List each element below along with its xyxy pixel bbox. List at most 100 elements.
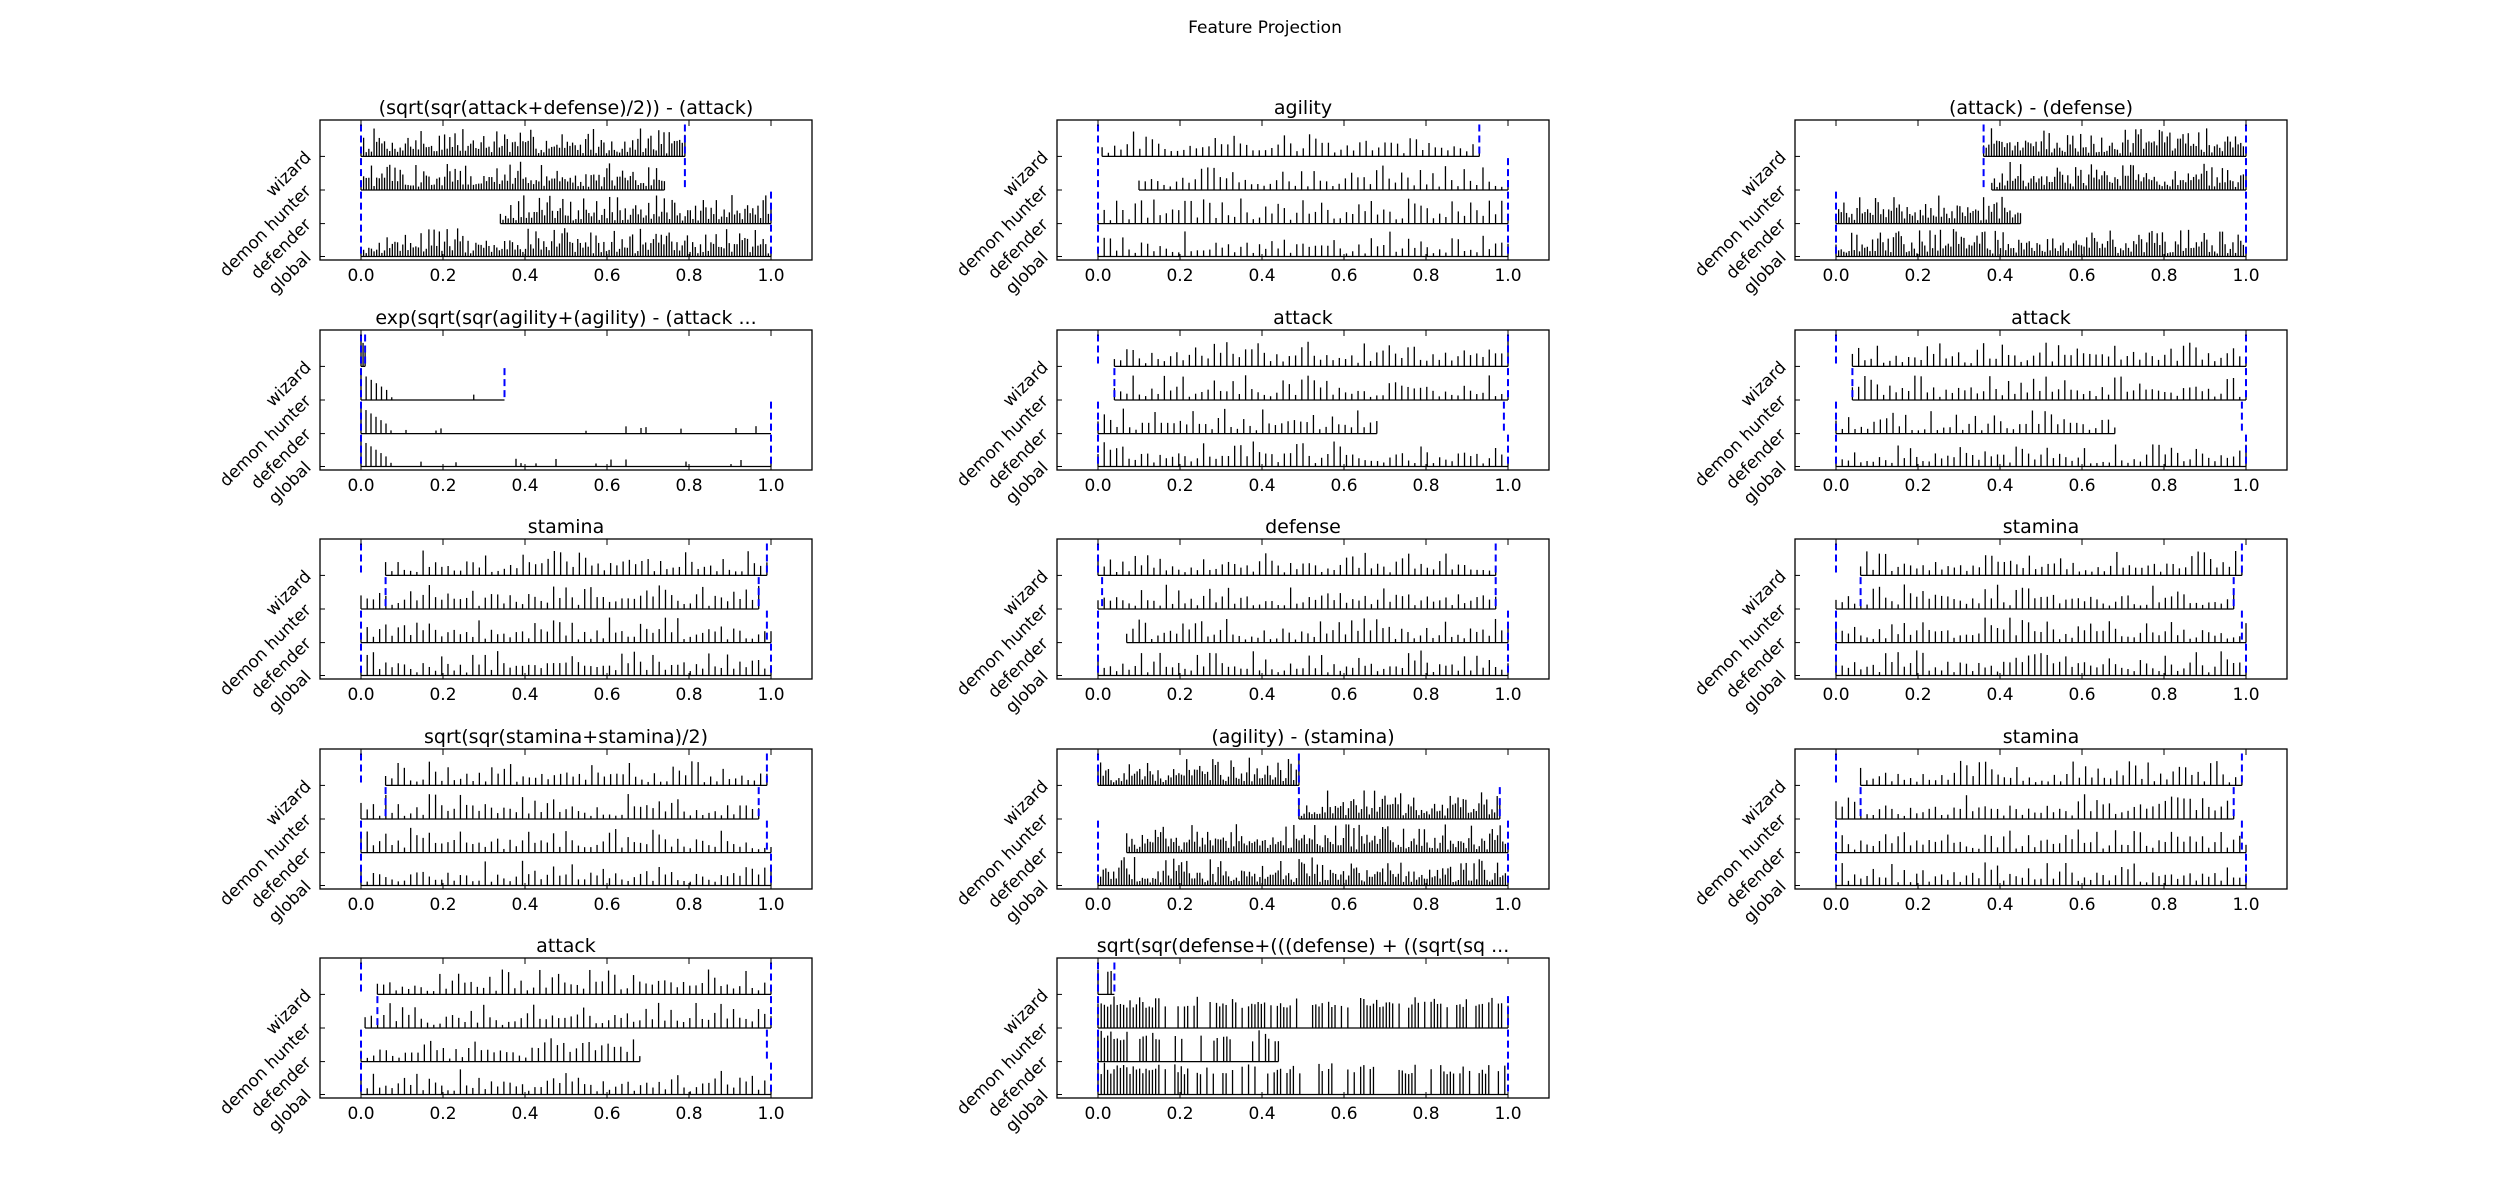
x-tick-label: 0.2 <box>1904 266 1931 286</box>
x-tick-label: 1.0 <box>1494 1104 1521 1124</box>
x-tick-label: 0.0 <box>347 895 374 915</box>
chart-title: exp(sqrt(sqr(agility+(agility) - (attack… <box>375 307 756 329</box>
x-tick-label: 0.4 <box>1248 895 1275 915</box>
x-tick-label: 1.0 <box>2232 685 2259 705</box>
x-tick-label: 0.8 <box>675 266 702 286</box>
x-tick-label: 0.0 <box>1084 476 1111 496</box>
x-tick-label: 0.0 <box>347 1104 374 1124</box>
x-tick-label: 0.2 <box>429 685 456 705</box>
x-tick-label: 0.6 <box>593 1104 620 1124</box>
x-tick-label: 0.4 <box>511 895 538 915</box>
chart-title: attack <box>2011 307 2071 329</box>
x-tick-label: 0.6 <box>1330 685 1357 705</box>
x-tick-label: 1.0 <box>757 685 784 705</box>
x-tick-label: 1.0 <box>1494 266 1521 286</box>
x-tick-label: 0.0 <box>1822 266 1849 286</box>
x-tick-label: 0.0 <box>1822 685 1849 705</box>
x-tick-label: 0.8 <box>2150 476 2177 496</box>
x-tick-label: 0.0 <box>347 685 374 705</box>
x-tick-label: 0.6 <box>1330 895 1357 915</box>
chart-title: (attack) - (defense) <box>1949 97 2133 119</box>
x-tick-label: 0.2 <box>1166 685 1193 705</box>
x-tick-label: 0.2 <box>429 895 456 915</box>
chart-title: attack <box>1273 307 1333 329</box>
chart-title: (agility) - (stamina) <box>1211 726 1394 748</box>
x-tick-label: 0.4 <box>1986 266 2013 286</box>
x-tick-label: 0.6 <box>593 895 620 915</box>
x-tick-label: 0.4 <box>511 266 538 286</box>
x-tick-label: 1.0 <box>2232 476 2259 496</box>
x-tick-label: 0.2 <box>1166 1104 1193 1124</box>
x-tick-label: 0.2 <box>429 1104 456 1124</box>
x-tick-label: 0.4 <box>1248 685 1275 705</box>
x-tick-label: 0.4 <box>1248 266 1275 286</box>
x-tick-label: 0.4 <box>511 476 538 496</box>
x-tick-label: 0.0 <box>1084 895 1111 915</box>
x-tick-label: 0.8 <box>1412 1104 1439 1124</box>
x-tick-label: 0.6 <box>593 266 620 286</box>
chart-title: stamina <box>528 516 604 538</box>
chart-panel: exp(sqrt(sqr(agility+(agility) - (attack… <box>216 307 813 509</box>
chart-title: sqrt(sqr(stamina+stamina)/2) <box>424 726 708 748</box>
x-tick-label: 0.6 <box>593 476 620 496</box>
chart-title: stamina <box>2003 726 2079 748</box>
x-tick-label: 1.0 <box>757 895 784 915</box>
x-tick-label: 0.4 <box>1986 895 2013 915</box>
x-tick-label: 0.6 <box>1330 266 1357 286</box>
x-tick-label: 0.2 <box>429 476 456 496</box>
x-tick-label: 0.6 <box>2068 266 2095 286</box>
x-tick-label: 1.0 <box>2232 266 2259 286</box>
chart-panel: (sqrt(sqr(attack+defense)/2)) - (attack)… <box>216 97 813 299</box>
chart-title: agility <box>1274 97 1332 119</box>
x-tick-label: 0.8 <box>675 476 702 496</box>
x-tick-label: 0.6 <box>1330 1104 1357 1124</box>
x-tick-label: 0.0 <box>1084 685 1111 705</box>
x-tick-label: 0.4 <box>1986 685 2013 705</box>
x-tick-label: 0.8 <box>2150 895 2177 915</box>
x-tick-label: 0.4 <box>1248 1104 1275 1124</box>
chart-title: attack <box>536 935 596 957</box>
x-tick-label: 1.0 <box>1494 895 1521 915</box>
x-tick-label: 0.8 <box>2150 685 2177 705</box>
chart-panel: sqrt(sqr(defense+(((defense) + ((sqrt(sq… <box>953 935 1550 1137</box>
x-tick-label: 0.6 <box>1330 476 1357 496</box>
x-tick-label: 0.4 <box>511 1104 538 1124</box>
chart-title: (sqrt(sqr(attack+defense)/2)) - (attack) <box>379 97 754 119</box>
x-tick-label: 0.6 <box>2068 895 2095 915</box>
x-tick-label: 0.8 <box>1412 476 1439 496</box>
x-tick-label: 0.0 <box>1084 266 1111 286</box>
x-tick-label: 1.0 <box>757 266 784 286</box>
x-tick-label: 0.2 <box>1166 895 1193 915</box>
x-tick-label: 0.8 <box>675 1104 702 1124</box>
x-tick-label: 0.2 <box>1904 685 1931 705</box>
x-tick-label: 0.2 <box>1904 476 1931 496</box>
x-tick-label: 0.8 <box>1412 266 1439 286</box>
x-tick-label: 0.0 <box>1822 895 1849 915</box>
x-tick-label: 0.0 <box>347 476 374 496</box>
x-tick-label: 0.0 <box>347 266 374 286</box>
x-tick-label: 0.4 <box>511 685 538 705</box>
x-tick-label: 1.0 <box>2232 895 2259 915</box>
chart-title: sqrt(sqr(defense+(((defense) + ((sqrt(sq… <box>1097 935 1509 957</box>
figure-title: Feature Projection <box>1188 18 1342 38</box>
x-tick-label: 0.8 <box>1412 895 1439 915</box>
chart-title: stamina <box>2003 516 2079 538</box>
x-tick-label: 1.0 <box>1494 476 1521 496</box>
x-tick-label: 0.8 <box>675 685 702 705</box>
x-tick-label: 0.4 <box>1986 476 2013 496</box>
x-tick-label: 0.2 <box>1166 266 1193 286</box>
x-tick-label: 0.6 <box>593 685 620 705</box>
x-tick-label: 0.8 <box>2150 266 2177 286</box>
x-tick-label: 0.2 <box>1166 476 1193 496</box>
x-tick-label: 0.8 <box>675 895 702 915</box>
x-tick-label: 0.0 <box>1084 1104 1111 1124</box>
x-tick-label: 0.8 <box>1412 685 1439 705</box>
